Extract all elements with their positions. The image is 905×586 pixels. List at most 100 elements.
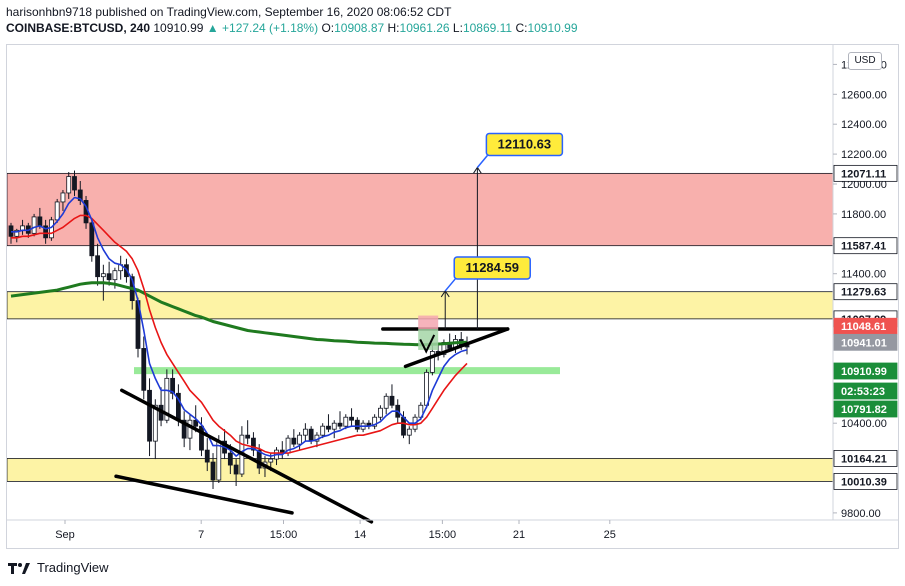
candle-body[interactable] <box>291 437 297 445</box>
candle-body[interactable] <box>112 270 118 281</box>
time-tick-label: 21 <box>513 529 525 541</box>
candle-body[interactable] <box>199 425 204 451</box>
falling-wedge-lower-line[interactable] <box>114 474 294 515</box>
publish-info: harisonhbn9718 published on TradingView.… <box>6 5 452 19</box>
price-label-box[interactable] <box>833 473 898 490</box>
low-value: 10869.11 <box>462 21 513 35</box>
price-label-box[interactable] <box>833 450 898 467</box>
candle-body[interactable] <box>72 176 77 191</box>
price-tick-label: 12600.00 <box>841 89 887 101</box>
candle-body[interactable] <box>233 464 239 475</box>
candle-body[interactable] <box>49 219 54 239</box>
candle-body[interactable] <box>343 416 349 427</box>
candle-body[interactable] <box>204 449 210 463</box>
candle-body[interactable] <box>424 371 429 406</box>
candle-body[interactable] <box>106 273 112 281</box>
zone-resistance[interactable] <box>7 172 834 247</box>
price-change: +127.24 (+1.18%) <box>222 21 319 35</box>
high-label: H: <box>387 21 400 35</box>
open-label: O: <box>321 21 335 35</box>
change-arrow-icon: ▲ <box>206 21 219 35</box>
candle-body[interactable] <box>227 452 233 466</box>
triangle-bottom-line[interactable] <box>403 327 510 369</box>
candle-body[interactable] <box>354 419 360 430</box>
candle-body[interactable] <box>401 416 406 436</box>
price-label-box[interactable] <box>833 400 898 418</box>
candle-body[interactable] <box>210 461 216 481</box>
time-tick-label: 7 <box>198 529 204 541</box>
candle-body[interactable] <box>372 416 378 427</box>
price-label: 10910.99 <box>841 366 887 378</box>
sma-long-line[interactable] <box>10 281 468 347</box>
price-label-box[interactable] <box>833 237 898 255</box>
price-label-box[interactable] <box>833 283 898 301</box>
candle-body[interactable] <box>302 428 308 436</box>
candle-body[interactable] <box>187 419 193 439</box>
candle-body[interactable] <box>170 377 176 394</box>
candle-body[interactable] <box>268 458 274 463</box>
candle-body[interactable] <box>152 404 158 442</box>
candle-body[interactable] <box>181 419 187 439</box>
tradingview-logo-icon[interactable] <box>8 561 32 575</box>
arrow-head-icon <box>440 290 450 298</box>
candle-body[interactable] <box>429 351 435 373</box>
zone-supply[interactable] <box>7 291 834 320</box>
price-label-box[interactable] <box>833 362 898 380</box>
green-level-line[interactable] <box>134 367 560 375</box>
candle-body[interactable] <box>297 434 303 445</box>
price-tick-label: 11400.00 <box>841 269 886 281</box>
candle-body[interactable] <box>406 428 412 436</box>
time-tick-label: 15:00 <box>429 529 457 541</box>
candle-body[interactable] <box>95 255 100 278</box>
currency-button[interactable]: USD <box>848 52 882 70</box>
candle-body[interactable] <box>308 428 314 442</box>
candle-body[interactable] <box>383 395 389 409</box>
candle-body[interactable] <box>251 437 256 451</box>
candle-body[interactable] <box>60 192 66 203</box>
candle-body[interactable] <box>54 201 60 221</box>
candle-body[interactable] <box>147 389 152 442</box>
candle-body[interactable] <box>164 377 170 421</box>
time-tick-label: 25 <box>604 529 616 541</box>
price-label-box[interactable] <box>833 382 898 400</box>
candle-body[interactable] <box>326 425 331 430</box>
target-label-box[interactable] <box>453 256 531 280</box>
ema-slow-line[interactable] <box>11 214 468 454</box>
open-value: 10908.87 <box>334 21 385 35</box>
candle-body[interactable] <box>378 407 383 418</box>
chart-frame[interactable]: 11284.59 12110.63 9800.00 10400.00 11400.00 1… <box>6 44 899 549</box>
candle-body[interactable] <box>245 434 251 439</box>
falling-wedge-upper-line[interactable] <box>120 388 374 524</box>
candle-body[interactable] <box>331 422 337 430</box>
candle-body[interactable] <box>37 216 43 227</box>
price-tick-label: 9800.00 <box>841 508 881 520</box>
candle-body[interactable] <box>349 416 354 421</box>
time-tick-label: 15:00 <box>270 529 298 541</box>
candle-body[interactable] <box>43 225 49 239</box>
close-value: 10910.99 <box>527 21 578 35</box>
candle-body[interactable] <box>216 440 222 481</box>
target-label-box[interactable] <box>485 132 564 157</box>
candle-body[interactable] <box>337 422 343 427</box>
candle-body[interactable] <box>389 395 395 406</box>
stop-loss-box[interactable] <box>418 315 439 330</box>
candle-body[interactable] <box>320 425 326 436</box>
price-tick-label: 10400.00 <box>841 418 887 430</box>
brand-name[interactable]: TradingView <box>37 560 109 575</box>
candle-body[interactable] <box>14 229 20 237</box>
price-chart[interactable]: 11284.59 12110.63 9800.00 10400.00 11400.00 1… <box>7 45 899 549</box>
time-tick-label: 14 <box>354 529 366 541</box>
candle-body[interactable] <box>100 273 106 278</box>
price-label: 10164.21 <box>841 453 887 465</box>
candle-body[interactable] <box>256 449 262 469</box>
candle-body[interactable] <box>193 419 199 427</box>
symbol-name[interactable]: COINBASE:BTCUSD, 240 <box>6 21 151 35</box>
price-label-box[interactable] <box>833 333 898 351</box>
price-label: 10941.01 <box>841 337 887 349</box>
candle-body[interactable] <box>89 222 95 257</box>
candle-body[interactable] <box>77 189 83 201</box>
candle-body[interactable] <box>66 176 72 194</box>
candle-body[interactable] <box>141 348 147 391</box>
price-label-box[interactable] <box>833 164 898 182</box>
candle-body[interactable] <box>31 216 37 234</box>
